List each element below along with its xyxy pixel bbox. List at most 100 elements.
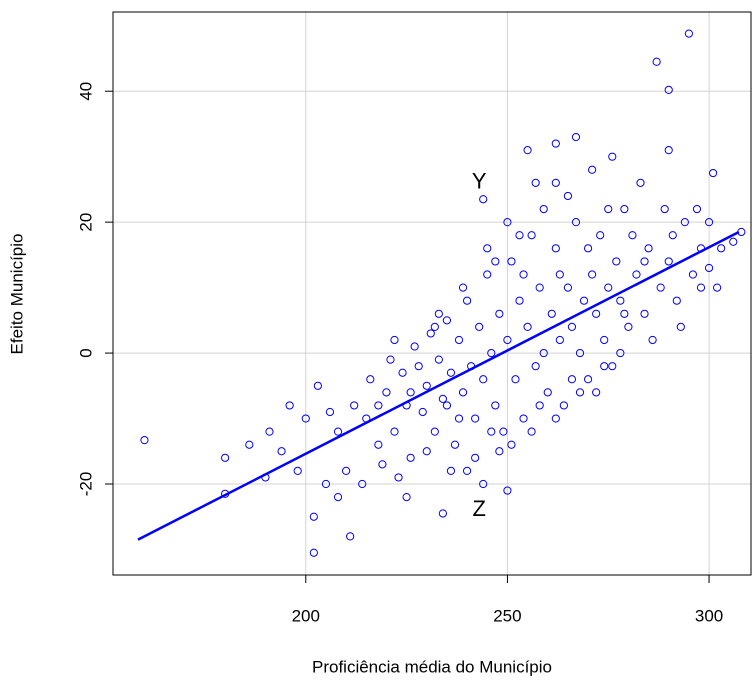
point: [442, 401, 452, 410]
point: [616, 348, 625, 358]
point: [527, 231, 536, 240]
point: [608, 152, 617, 161]
point: [458, 388, 468, 397]
point: [539, 204, 548, 214]
point: [293, 466, 302, 476]
point: [483, 270, 492, 279]
point: [588, 270, 597, 279]
point: [487, 427, 496, 436]
point: [346, 532, 355, 541]
point: [672, 296, 681, 305]
point: [644, 244, 653, 253]
point: [507, 257, 516, 266]
point: [430, 427, 439, 436]
point: [462, 466, 472, 476]
point: [221, 453, 230, 462]
point: [592, 388, 601, 397]
point: [301, 414, 310, 423]
point: [664, 85, 673, 95]
point: [503, 335, 512, 345]
point: [321, 479, 331, 489]
point: [350, 401, 359, 410]
point: [539, 348, 548, 358]
point: [583, 244, 593, 253]
point: [535, 401, 544, 410]
point: [487, 348, 496, 358]
point: [446, 466, 456, 476]
x-tick-label: 300: [695, 606, 723, 625]
point: [495, 447, 504, 456]
point: [551, 414, 560, 423]
point: [374, 401, 383, 410]
point: [664, 257, 673, 266]
point: [616, 296, 625, 305]
point: [660, 204, 669, 214]
point: [325, 407, 335, 417]
point: [579, 296, 589, 305]
point: [422, 381, 431, 390]
point: [600, 362, 609, 371]
point: [531, 178, 540, 187]
point: [458, 283, 468, 292]
point: [140, 436, 149, 445]
point: [592, 309, 601, 318]
point: [708, 168, 718, 178]
point: [563, 283, 573, 292]
x-axis-label: Proficiência média do Município: [312, 657, 552, 676]
point: [676, 322, 685, 331]
point: [535, 283, 544, 292]
point: [729, 237, 738, 246]
annotation: Z: [472, 496, 485, 521]
point: [583, 375, 593, 384]
point: [479, 195, 488, 204]
point: [491, 257, 500, 266]
point: [628, 231, 637, 240]
fit-line: [137, 230, 740, 541]
point: [479, 375, 488, 384]
point: [575, 348, 585, 358]
point: [551, 178, 560, 187]
point: [394, 473, 403, 482]
point: [596, 231, 605, 240]
point: [422, 447, 431, 456]
point: [608, 362, 617, 371]
point: [567, 322, 577, 331]
point: [446, 368, 456, 377]
point: [543, 388, 552, 397]
point: [450, 440, 460, 449]
point: [632, 270, 641, 279]
x-tick-label: 250: [493, 606, 521, 625]
point: [333, 427, 343, 436]
point: [551, 244, 560, 253]
point: [378, 460, 387, 469]
point: [571, 218, 581, 227]
y-tick-label: -20: [76, 472, 95, 497]
point: [341, 466, 351, 476]
point: [575, 388, 585, 397]
point: [515, 296, 524, 305]
point: [495, 309, 504, 318]
y-axis-label: Efeito Município: [7, 234, 26, 355]
point: [600, 335, 609, 345]
point: [390, 427, 399, 436]
point: [503, 486, 512, 495]
point: [390, 335, 399, 345]
point: [475, 322, 484, 331]
plot-frame: [112, 11, 752, 576]
point: [438, 509, 447, 518]
point: [696, 283, 706, 292]
point: [333, 492, 343, 502]
y-tick-label: 40: [76, 82, 95, 101]
point: [664, 146, 673, 155]
point: [515, 231, 524, 240]
point: [454, 414, 464, 423]
point: [640, 257, 649, 266]
point: [684, 29, 693, 38]
point: [704, 218, 714, 227]
point: [624, 322, 633, 331]
point: [285, 401, 294, 410]
point: [640, 309, 649, 318]
point: [454, 335, 464, 345]
x-tick-label: 200: [292, 606, 320, 625]
point: [313, 381, 322, 390]
